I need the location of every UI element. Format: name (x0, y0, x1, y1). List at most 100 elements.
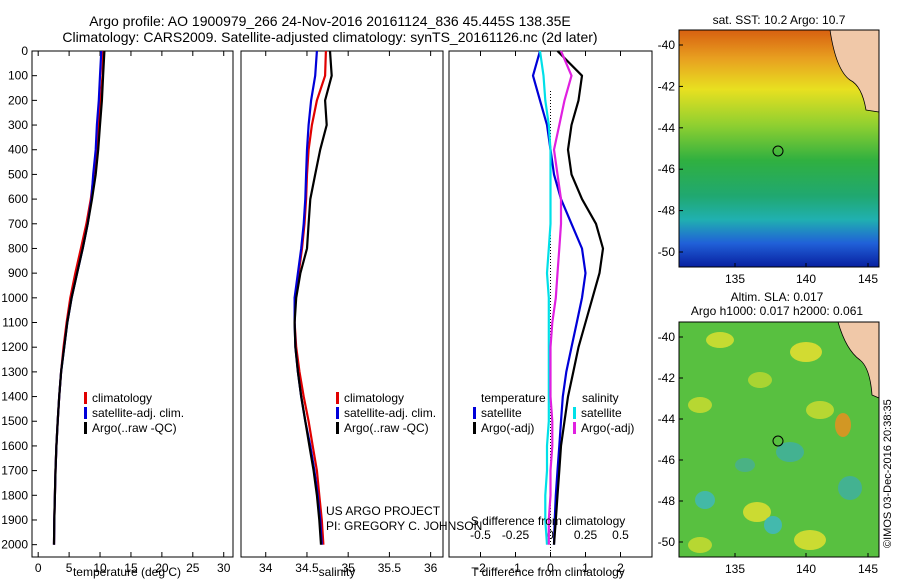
x-tick-label: 35.5 (378, 561, 402, 575)
map-x-tick-label: 140 (796, 272, 816, 286)
temperature-plot: 0 5 10 15 20 25 30 (35, 50, 231, 575)
series-line-sat_s (538, 50, 552, 545)
map-y-tick-label: -48 (658, 494, 676, 508)
legend-argo-label: Argo(..raw -QC) (344, 421, 429, 435)
series-line-clim (293, 50, 327, 545)
depth-tick-label: 1800 (1, 488, 28, 502)
x-tick-label: 0 (547, 561, 554, 575)
depth-tick-label: 1900 (1, 513, 28, 527)
tasmania-landmass (837, 321, 880, 399)
depth-tick-label: 200 (8, 93, 28, 107)
sla-map-title-1: Altim. SLA: 0.017 (731, 290, 824, 304)
x-tick-label: 34.5 (295, 561, 319, 575)
legend-swatch-sat (84, 407, 87, 419)
series-line-argo (52, 50, 106, 545)
legend-clim-label: climatology (92, 391, 152, 405)
s-diff-xlabel: S difference from climatology (471, 514, 626, 528)
temperature-legend: climatology satellite-adj. clim. Argo(..… (84, 391, 184, 435)
x2-tick-label: -0.5 (470, 528, 491, 542)
tasmania-landmass (829, 29, 880, 113)
map-y-tick-label: -40 (658, 38, 676, 52)
legend-swatch-s-sat (573, 407, 576, 419)
legend-sat-label: satellite-adj. clim. (344, 406, 436, 420)
legend-s-argo-label: Argo(-adj) (581, 421, 634, 435)
depth-tick-label: 2000 (1, 538, 28, 552)
depth-tick-label: 1100 (2, 316, 28, 330)
x-tick-label: 20 (155, 561, 169, 575)
argo-float-marker (772, 145, 784, 157)
imos-watermark: ©IMOS 03-Dec-2016 20:38:35 (882, 399, 894, 548)
legend-temperature-heading: temperature (481, 391, 546, 405)
x-tick-label: 34 (259, 561, 273, 575)
depth-tick-label: 600 (8, 192, 28, 206)
argo-float-marker (772, 435, 784, 447)
x-tick-label: 1 (582, 561, 589, 575)
x-tick-label: -1 (510, 561, 521, 575)
page-subtitle: Climatology: CARS2009. Satellite-adjuste… (62, 29, 598, 45)
sst-map-axes: -40 -42 -44 -46 -48 -50 135 140 145 (658, 38, 879, 286)
x2-tick-label: 0.25 (574, 528, 598, 542)
x-tick-label: 10 (93, 561, 107, 575)
map-y-tick-label: -46 (658, 453, 676, 467)
map-x-tick-label: 140 (796, 562, 816, 576)
legend-t-argo-label: Argo(-adj) (481, 421, 534, 435)
depth-tick-label: 1000 (1, 291, 28, 305)
credit-line-2: PI: GREGORY C. JOHNSON (326, 519, 482, 533)
depth-tick-label: 1500 (1, 414, 28, 428)
x-tick-label: 2 (617, 561, 624, 575)
sla-map-title-2: Argo h1000: 0.017 h2000: 0.061 (691, 304, 863, 318)
depth-tick-label: 800 (8, 241, 28, 255)
depth-tick-label: 500 (8, 167, 28, 181)
salinity-xlabel: salinity (319, 565, 356, 579)
depth-tick-label: 0 (21, 44, 28, 58)
map-x-tick-label: 145 (858, 272, 878, 286)
series-line-argo (552, 50, 605, 545)
temperature-xlabel: temperature (deg C) (73, 565, 181, 579)
salinity-plot: 34 34.5 35 35.5 36 (259, 50, 438, 575)
x2-tick-label: -0.25 (502, 528, 530, 542)
difference-plot: -2 -1 0 1 2 -0.5 -0.25 0 0.25 0.5 (470, 50, 629, 575)
map-y-tick-label: -42 (658, 371, 676, 385)
legend-t-sat-label: satellite (481, 406, 522, 420)
series-line-sat (531, 50, 587, 545)
legend-swatch-sat (336, 407, 339, 419)
sla-field (679, 322, 879, 557)
t-diff-xlabel: T difference from climatology (471, 565, 625, 579)
x-tick-label: 35 (342, 561, 356, 575)
temperature-panel-frame (31, 50, 234, 558)
difference-legend: temperature satellite Argo(-adj) salinit… (473, 391, 634, 435)
map-y-tick-label: -42 (658, 79, 676, 93)
page-title: Argo profile: AO 1900979_266 24-Nov-2016… (89, 13, 571, 29)
map-y-tick-label: -50 (658, 245, 676, 259)
depth-tick-label: 700 (8, 217, 28, 231)
depth-tick-label: 1300 (1, 365, 28, 379)
x-tick-label: 25 (186, 561, 200, 575)
legend-salinity-heading: salinity (582, 391, 619, 405)
x-tick-label: 5 (66, 561, 73, 575)
salinity-legend: climatology satellite-adj. clim. Argo(..… (336, 391, 436, 435)
legend-swatch-t-sat (473, 407, 476, 419)
legend-swatch-t-argo (473, 422, 476, 434)
salinity-panel-frame (240, 50, 444, 558)
depth-axis: 0 100 200 300 400 500 600 700 800 900 1000 1100 1200… (1, 44, 37, 552)
map-x-tick-label: 145 (858, 562, 878, 576)
legend-swatch-clim (84, 392, 87, 404)
depth-tick-label: 300 (8, 118, 28, 132)
depth-tick-label: 1400 (1, 390, 28, 404)
depth-tick-label: 100 (8, 69, 28, 83)
depth-tick-label: 1700 (1, 464, 28, 478)
depth-tick-label: 900 (8, 266, 28, 280)
legend-argo-label: Argo(..raw -QC) (92, 421, 177, 435)
map-x-tick-label: 135 (725, 562, 745, 576)
depth-tick-label: 400 (8, 143, 28, 157)
map-y-tick-label: -50 (658, 535, 676, 549)
series-line-sat (52, 50, 103, 545)
map-y-tick-label: -44 (658, 412, 676, 426)
series-line-clim (52, 50, 105, 545)
series-line-argo (293, 50, 333, 545)
legend-s-sat-label: satellite (581, 406, 622, 420)
sla-map (678, 321, 880, 558)
x-tick-label: 15 (124, 561, 138, 575)
x-tick-label: 36 (424, 561, 438, 575)
